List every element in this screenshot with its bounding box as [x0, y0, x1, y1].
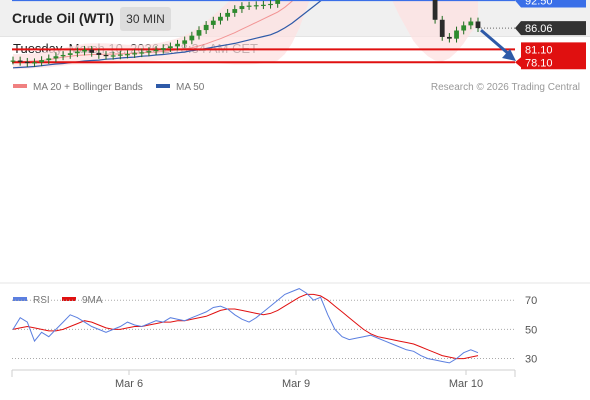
ma50-line — [12, 0, 323, 69]
candle-body — [10, 60, 16, 62]
candle-body — [89, 49, 95, 53]
rsi-9ma-line — [12, 293, 479, 360]
candle-body — [39, 60, 45, 63]
candle-body — [268, 3, 273, 6]
candle-body — [189, 35, 195, 41]
main-legend: MA 20 + Bollinger Bands MA 50 Research ©… — [13, 82, 580, 93]
candle-body — [275, 0, 281, 4]
legend-swatch-bollinger — [13, 84, 27, 88]
legend-swatch-9ma — [62, 297, 76, 301]
candle-body — [32, 62, 37, 64]
bollinger-band-fill — [13, 0, 478, 70]
forecast-arrow-head — [502, 48, 516, 61]
candle-body — [439, 19, 445, 37]
x-tick-label: Mar 6 — [115, 378, 143, 390]
candle-body — [17, 60, 23, 62]
candle-body — [110, 55, 116, 57]
candle-body — [139, 52, 145, 54]
x-tick-label: Mar 10 — [449, 378, 483, 390]
candle-body — [182, 40, 188, 44]
candle-body — [132, 53, 138, 55]
legend-label-ma50: MA 50 — [176, 82, 205, 93]
candle-body — [218, 16, 223, 21]
candle-body — [260, 4, 266, 6]
candle-body — [153, 49, 159, 52]
ma20-line — [13, 0, 294, 63]
support-tag — [521, 42, 586, 70]
rsi-line — [12, 288, 479, 364]
candle-body — [53, 56, 59, 59]
candle-body — [74, 51, 80, 54]
candle-body — [446, 36, 452, 39]
candle-body — [82, 49, 87, 52]
attribution: Research © 2026 Trading Central — [431, 82, 580, 93]
candle-body — [117, 54, 123, 56]
level-92-50-tag — [515, 0, 586, 8]
level-86-06-tag — [515, 21, 586, 36]
level-92-50-label: 92.50 — [525, 0, 553, 7]
candle-body — [46, 58, 52, 61]
candle-body — [461, 25, 467, 31]
candle-body — [246, 5, 252, 7]
level-78-10-label: 78.10 — [525, 57, 553, 69]
candle-body — [160, 48, 166, 50]
legend-swatch-rsi — [13, 297, 27, 301]
level-86-06-label: 86.06 — [525, 23, 553, 35]
candle-body — [232, 9, 238, 13]
candle-body — [454, 30, 459, 39]
x-axis — [11, 369, 516, 377]
rsi-tick-50: 50 — [525, 324, 537, 336]
candle-body — [253, 5, 259, 7]
level-81-10-label: 81.10 — [525, 44, 553, 56]
legend-swatch-ma50 — [156, 84, 170, 88]
candle-body — [103, 54, 109, 57]
candle-body — [175, 43, 180, 47]
candle-body — [196, 30, 202, 36]
candle-body — [24, 61, 30, 64]
candle-body — [210, 20, 216, 25]
candle-body — [203, 24, 209, 31]
candle-body — [167, 46, 173, 49]
candle-body — [239, 6, 245, 10]
candle-body — [475, 21, 481, 29]
candle-body — [125, 54, 130, 56]
candle-body — [60, 54, 66, 57]
candle-body — [432, 0, 438, 20]
forecast-arrow-shaft — [480, 28, 511, 57]
x-tick-label: Mar 9 — [282, 378, 310, 390]
legend-label-rsi: RSI — [33, 295, 50, 306]
instrument-title: Crude Oil (WTI) — [12, 10, 114, 26]
legend-label-bollinger: MA 20 + Bollinger Bands — [33, 82, 143, 93]
candle-body — [67, 53, 73, 55]
rsi-tick-30: 30 — [525, 354, 537, 366]
candle-body — [146, 51, 152, 53]
candle-body — [225, 12, 231, 17]
rsi-tick-70: 70 — [525, 295, 537, 307]
support-tag-pointer — [515, 57, 521, 68]
rsi-legend: RSI 9MA — [13, 295, 103, 306]
timeframe-button[interactable]: 30 MIN — [120, 7, 171, 31]
candle-body — [96, 52, 102, 55]
candle-body — [468, 21, 474, 26]
legend-label-9ma: 9MA — [82, 295, 103, 306]
